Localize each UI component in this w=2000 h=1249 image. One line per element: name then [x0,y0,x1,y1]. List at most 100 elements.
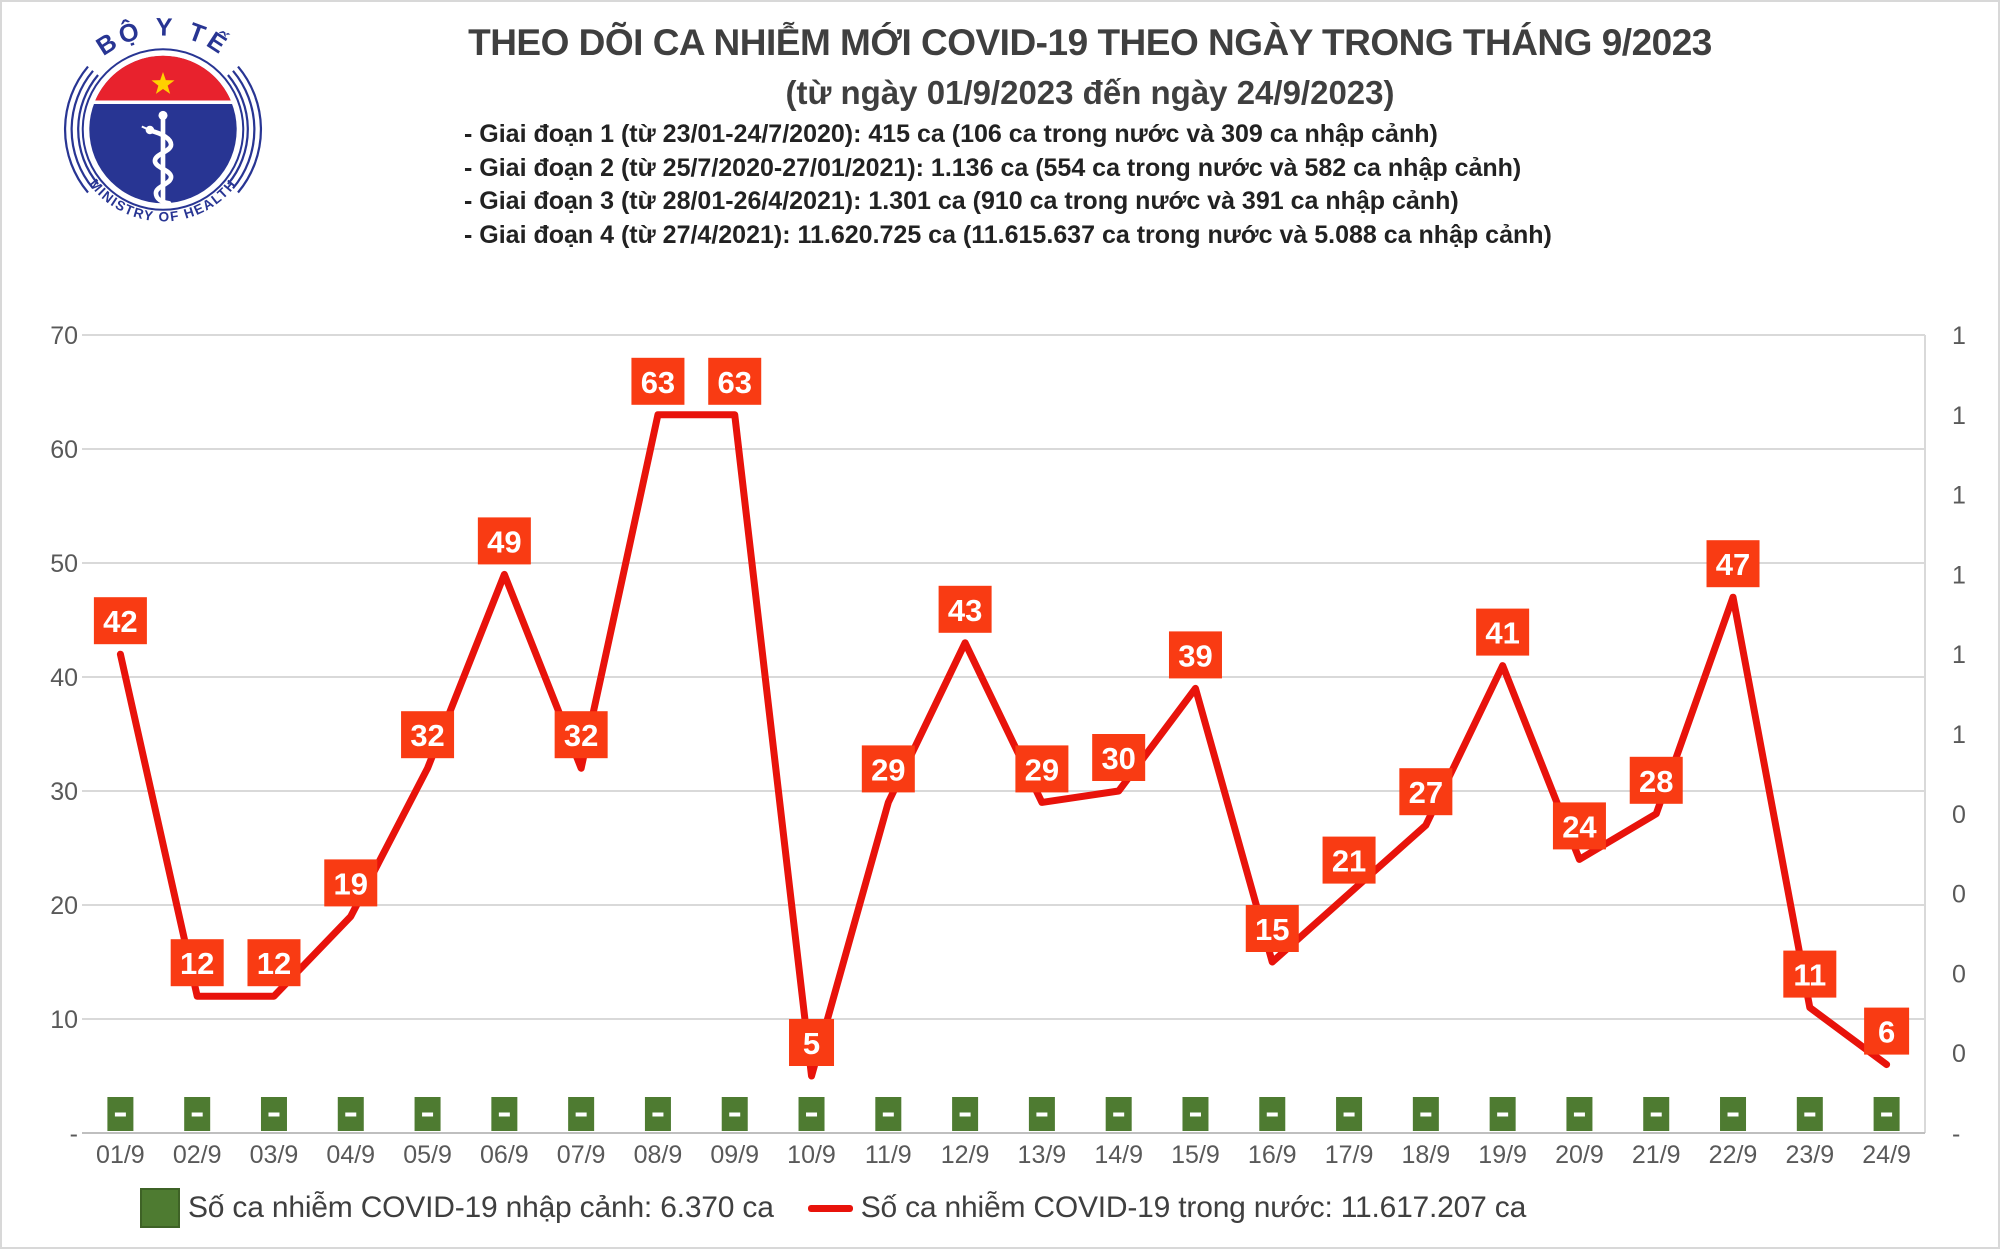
x-axis-date-label: 23/9 [1785,1141,1834,1169]
right-axis-tick-label: 0 [1952,881,1966,909]
data-label-box [938,585,992,633]
left-axis-tick-label: 10 [50,1006,78,1034]
right-axis-tick-label: - [1952,1120,1960,1148]
bar-dash-label [1189,1112,1201,1117]
star-icon [151,72,175,94]
x-axis-date-label: 12/9 [941,1141,990,1169]
phase-note-1: - Giai đoạn 1 (từ 23/01-24/7/2020): 415 … [464,120,1438,148]
data-label-value: 24 [1562,809,1597,844]
data-label-box [1783,950,1837,998]
right-axis-tick-label: 1 [1952,721,1966,749]
x-axis-date-label: 06/9 [480,1141,529,1169]
data-label-value: 6 [1878,1015,1895,1050]
bar-dash-label [1497,1112,1509,1117]
data-label-value: 19 [334,866,368,901]
x-axis-date-label: 13/9 [1018,1141,1067,1169]
data-label-box [1015,745,1069,793]
x-axis-date-label: 11/9 [865,1141,912,1169]
right-axis-tick-label: 0 [1952,960,1966,988]
data-label-value: 12 [180,946,214,981]
right-axis-tick-label: 1 [1952,402,1966,430]
left-axis-tick-label: 20 [50,892,78,920]
data-label-box [1476,608,1530,656]
domestic-cases-line [116,411,1891,1080]
x-axis-date-label: 03/9 [250,1141,299,1169]
bar-dash-label [959,1112,971,1117]
bar-dash-label [1266,1112,1278,1117]
data-label-value: 49 [487,524,521,559]
x-axis-date-label: 07/9 [557,1141,606,1169]
phase-note-2: - Giai đoạn 2 (từ 25/7/2020-27/01/2021):… [464,153,1522,182]
asclepius-staff-icon [141,110,174,209]
data-label-box [1552,802,1606,850]
data-label-value: 63 [717,365,751,400]
legend-label-imported: Số ca nhiễm COVID-19 nhập cảnh: 6.370 ca [188,1191,774,1224]
data-label-value: 29 [871,752,905,787]
x-axis-date-label: 10/9 [787,1141,836,1169]
left-axis-tick-label: - [70,1120,78,1148]
data-label-box [401,711,455,759]
data-label-box [1092,734,1146,781]
data-label-value: 5 [803,1026,820,1061]
chart-title: THEO DÕI CA NHIỄM MỚI COVID-19 THEO NGÀY… [468,22,1712,63]
data-label-box [324,859,378,907]
phase-notes: - Giai đoạn 1 (từ 23/01-24/7/2020): 415 … [464,118,1552,252]
x-axis-date-label: 20/9 [1555,1141,1604,1169]
data-label-value: 32 [410,718,444,753]
imported-cases-swatch-icon [140,1188,180,1228]
x-axis-date-label: 04/9 [326,1141,375,1169]
data-label-box [554,711,608,759]
data-label-value: 21 [1332,844,1366,879]
data-label-value: 12 [257,946,291,981]
left-axis-tick-label: 50 [50,550,78,578]
legend-label-domestic: Số ca nhiễm COVID-19 trong nước: 11.617.… [860,1191,1527,1224]
data-label-box [861,745,915,793]
data-label-value: 47 [1716,547,1750,582]
data-label-box [631,357,685,405]
x-axis-date-label: 01/9 [96,1141,145,1169]
data-label-value: 32 [564,718,598,753]
data-label-box [170,939,224,987]
left-axis-tick-label: 30 [50,778,78,806]
data-label-box [789,1019,835,1066]
bar-dash-label [191,1112,203,1117]
data-label-box [1245,905,1299,952]
data-label-value: 15 [1255,912,1289,947]
x-axis-date-label: 15/9 [1171,1141,1220,1169]
ministry-of-health-logo: BỘ Y TẾ MINISTRY OF HEALTH [64,16,262,225]
data-label-value: 41 [1485,616,1519,651]
bar-dash-label [729,1112,741,1117]
bar-dash-label [1573,1112,1585,1117]
bar-dash-label [345,1112,357,1117]
logo-side-arcs [64,65,262,194]
data-label-box [1706,540,1760,588]
domestic-cases-line-icon [807,1204,853,1212]
x-axis-date-label: 02/9 [173,1141,222,1169]
bar-dash-label [1804,1112,1816,1117]
phase-note-4: - Giai đoạn 4 (từ 27/4/2021): 11.620.725… [464,220,1552,249]
data-label-value: 11 [1793,958,1826,993]
bar-dash-label [422,1112,434,1117]
data-label-box [247,939,301,987]
x-axis-date-label: 18/9 [1402,1141,1451,1169]
legend-item-imported: Số ca nhiễm COVID-19 nhập cảnh: 6.370 ca [140,1188,774,1228]
bar-dash-label [114,1112,126,1117]
data-label-box [708,357,762,405]
x-axis-date-label: 19/9 [1478,1141,1527,1169]
phase-note-3: - Giai đoạn 3 (từ 28/01-26/4/2021): 1.30… [464,187,1459,215]
bar-dash-label [498,1112,510,1117]
bar-dash-label [1727,1112,1739,1117]
bar-dash-label [1420,1112,1432,1117]
bar-dash-label [1113,1112,1125,1117]
x-axis-date-label: 24/9 [1862,1141,1911,1169]
right-axis-tick-label: 0 [1952,1040,1966,1068]
bar-dash-label [1343,1112,1355,1117]
x-axis-date-label: 08/9 [634,1141,683,1169]
bar-dash-label [1650,1112,1662,1117]
data-label-box [1399,768,1453,816]
data-label-value: 28 [1639,764,1673,799]
data-label-box [93,597,147,645]
x-axis-date-label: 16/9 [1248,1141,1297,1169]
